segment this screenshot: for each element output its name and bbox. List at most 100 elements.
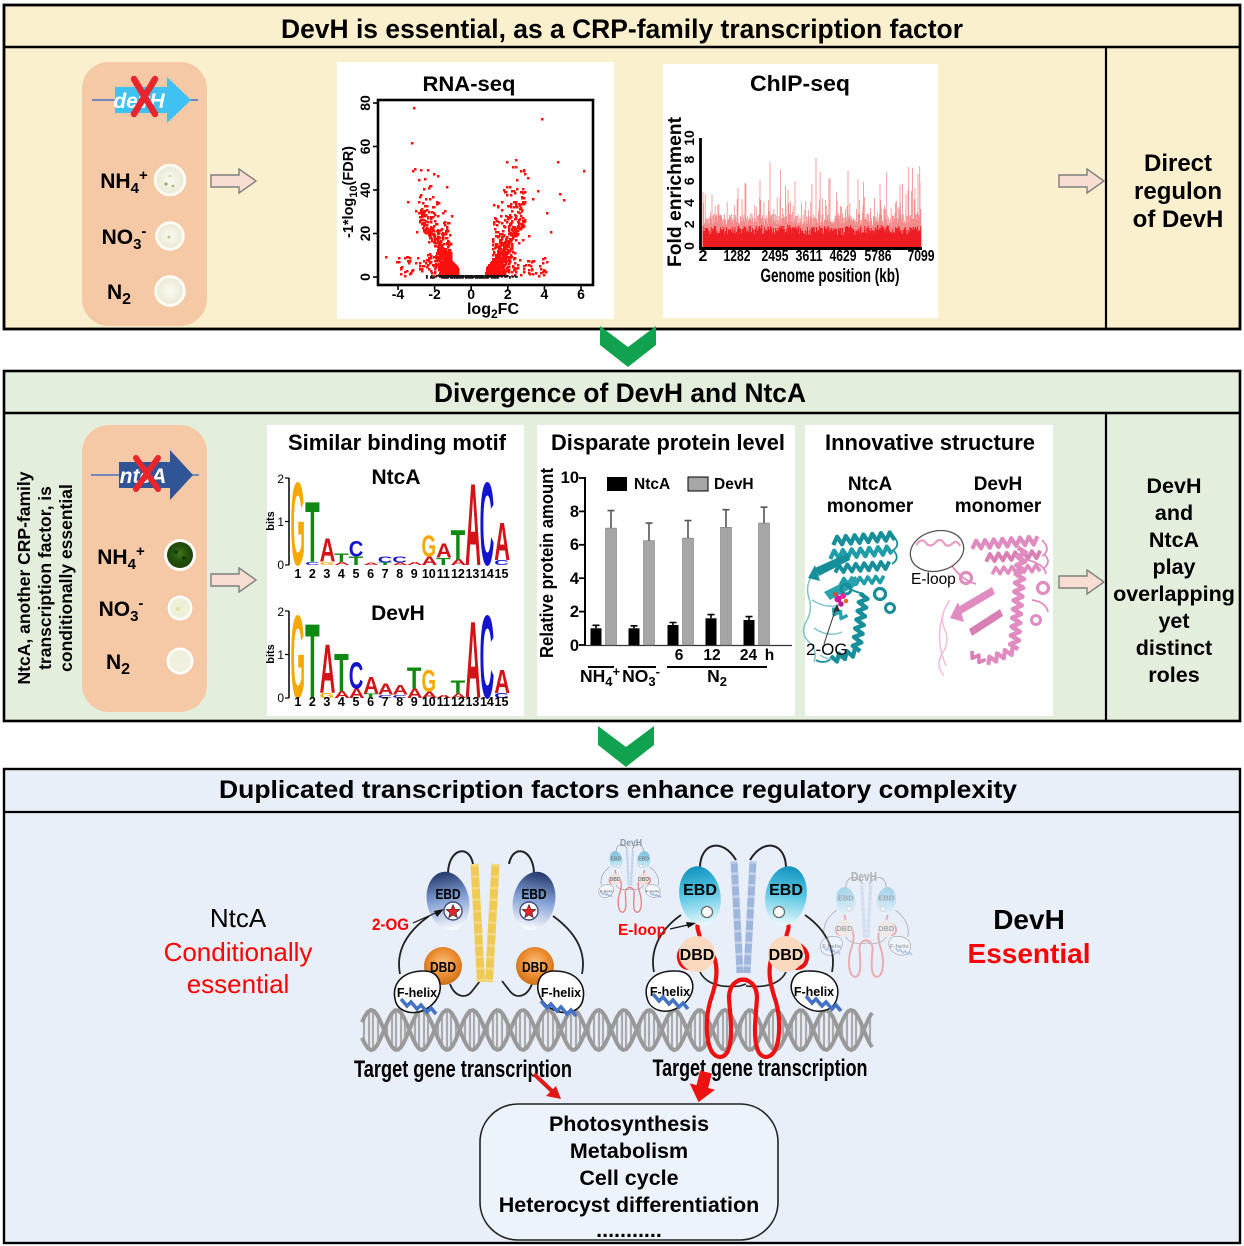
svg-text:C: C — [480, 592, 495, 724]
svg-text:Conditionally: Conditionally — [164, 937, 313, 967]
svg-text:Duplicated transcription facto: Duplicated transcription factors enhance… — [219, 776, 1017, 804]
svg-text:5: 5 — [353, 567, 360, 581]
svg-text:EBD: EBD — [683, 882, 717, 899]
svg-text:bits: bits — [265, 644, 277, 664]
svg-text:C: C — [305, 561, 320, 566]
svg-text:A: A — [320, 531, 336, 569]
svg-text:overlapping: overlapping — [1113, 582, 1235, 606]
svg-text:1: 1 — [294, 695, 301, 709]
svg-text:DevH: DevH — [1147, 474, 1202, 498]
svg-text:DevH: DevH — [974, 474, 1023, 495]
svg-text:Similar binding motif: Similar binding motif — [288, 430, 507, 455]
svg-text:A: A — [436, 540, 452, 562]
svg-text:Essential: Essential — [968, 938, 1091, 969]
svg-text:monomer: monomer — [827, 496, 914, 517]
svg-text:14: 14 — [480, 695, 494, 709]
svg-text:NO3-: NO3- — [622, 664, 660, 689]
svg-text:1282: 1282 — [724, 248, 751, 265]
svg-text:T: T — [349, 555, 364, 568]
svg-text:2-OG: 2-OG — [806, 640, 848, 659]
svg-text:bits: bits — [265, 511, 277, 531]
svg-text:EBD: EBD — [769, 882, 803, 899]
svg-text:T: T — [407, 661, 422, 695]
svg-text:G: G — [320, 561, 335, 566]
svg-text:4: 4 — [681, 199, 697, 207]
svg-text:3: 3 — [323, 695, 330, 709]
svg-text:Genome position (kb): Genome position (kb) — [761, 265, 900, 287]
svg-text:T: T — [451, 522, 466, 569]
svg-text:7099: 7099 — [908, 248, 935, 265]
svg-text:4: 4 — [338, 567, 345, 581]
svg-text:and: and — [1155, 501, 1193, 525]
svg-text:A: A — [451, 693, 467, 700]
svg-text:11: 11 — [437, 695, 450, 709]
svg-text:A: A — [436, 694, 452, 699]
svg-text:E-loop: E-loop — [911, 571, 956, 588]
svg-text:C: C — [392, 694, 407, 699]
svg-text:NtcA: NtcA — [848, 474, 893, 495]
svg-text:T: T — [451, 677, 466, 698]
svg-text:8: 8 — [396, 567, 403, 581]
svg-text:C: C — [480, 459, 495, 591]
svg-text:ChIP-seq: ChIP-seq — [750, 71, 850, 96]
svg-text:yet: yet — [1158, 609, 1189, 633]
svg-text:T: T — [334, 642, 349, 703]
svg-text:4: 4 — [338, 695, 345, 709]
svg-text:0: 0 — [681, 242, 697, 250]
svg-text:regulon: regulon — [1134, 178, 1222, 205]
svg-text:EBD: EBD — [522, 886, 547, 903]
svg-text:13: 13 — [465, 695, 479, 709]
svg-text:6: 6 — [367, 567, 374, 581]
svg-text:0: 0 — [277, 691, 284, 705]
svg-text:0: 0 — [570, 637, 579, 655]
svg-text:6: 6 — [367, 695, 374, 709]
svg-text:DevH is essential, as a CRP-fa: DevH is essential, as a CRP-family trans… — [281, 14, 963, 44]
svg-text:NtcA: NtcA — [210, 903, 267, 933]
svg-text:roles: roles — [1148, 663, 1199, 687]
svg-text:A: A — [363, 672, 379, 699]
svg-text:DBD: DBD — [430, 959, 456, 976]
svg-text:NtcA, another CRP-family: NtcA, another CRP-family — [14, 471, 34, 684]
svg-text:60: 60 — [357, 139, 373, 155]
svg-text:8: 8 — [570, 503, 579, 521]
svg-text:A: A — [334, 561, 350, 566]
svg-text:6: 6 — [675, 647, 684, 664]
svg-text:A: A — [363, 562, 379, 566]
svg-text:A: A — [407, 686, 423, 701]
svg-text:log2FC: log2FC — [467, 301, 519, 321]
svg-text:2: 2 — [570, 603, 579, 621]
svg-text:4: 4 — [541, 286, 549, 302]
svg-text:Relative protein amount: Relative protein amount — [536, 468, 557, 658]
svg-text:0: 0 — [467, 286, 475, 302]
svg-text:6: 6 — [577, 286, 585, 302]
svg-text:6: 6 — [570, 536, 579, 554]
svg-text:C: C — [378, 556, 393, 565]
svg-text:G: G — [422, 530, 437, 564]
svg-text:C: C — [494, 692, 509, 700]
svg-text:DBD: DBD — [680, 947, 715, 964]
svg-text:DBD: DBD — [522, 959, 548, 976]
svg-text:A: A — [494, 511, 510, 571]
svg-text:Divergence of DevH and NtcA: Divergence of DevH and NtcA — [434, 378, 806, 408]
svg-text:-1*log10(FDR): -1*log10(FDR) — [341, 146, 360, 238]
svg-text:RNA-seq: RNA-seq — [423, 72, 516, 96]
svg-text:T: T — [334, 552, 349, 565]
svg-text:-2: -2 — [428, 286, 441, 302]
svg-text:A: A — [349, 686, 365, 701]
svg-text:DevH: DevH — [371, 602, 425, 625]
svg-text:2: 2 — [681, 220, 697, 228]
svg-text:C: C — [349, 536, 364, 561]
svg-text:2: 2 — [277, 472, 284, 486]
svg-text:NtcA: NtcA — [1149, 528, 1199, 552]
svg-text:A: A — [392, 562, 408, 566]
svg-text:DevH: DevH — [714, 476, 754, 493]
svg-text:h: h — [765, 647, 774, 664]
svg-text:A: A — [465, 600, 481, 722]
svg-text:C: C — [349, 656, 364, 697]
svg-text:2: 2 — [504, 286, 512, 302]
svg-text:DBD: DBD — [769, 947, 804, 964]
svg-text:15: 15 — [495, 567, 509, 581]
svg-text:Innovative structure: Innovative structure — [825, 430, 1035, 455]
svg-text:7: 7 — [382, 567, 389, 581]
svg-text:...........: ........... — [596, 1218, 662, 1242]
